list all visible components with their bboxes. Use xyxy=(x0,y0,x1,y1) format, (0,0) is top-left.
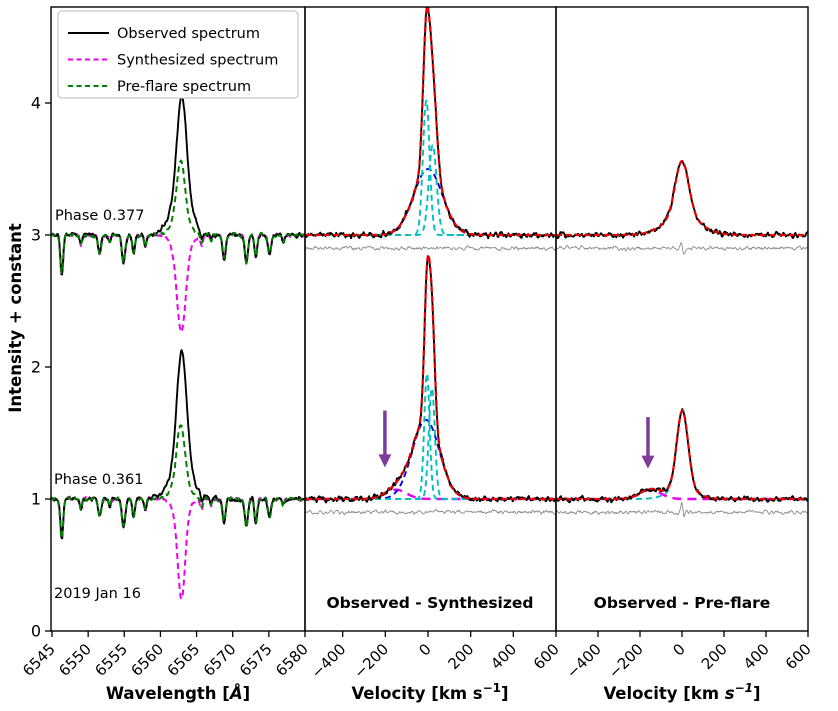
phase-bottom-label: Phase 0.361 xyxy=(54,472,143,488)
arrows-layer xyxy=(378,410,655,469)
curve-narrow-component-bottom xyxy=(556,409,808,500)
velocity-preflare-panel-frame xyxy=(555,6,809,632)
x-label-unit: Å xyxy=(228,684,243,703)
legend-box xyxy=(57,10,299,99)
curve-observed-bottom xyxy=(556,408,808,504)
x-tick-label: −400 xyxy=(563,640,605,682)
flare-feature-arrow-icon xyxy=(378,410,392,468)
x-tick-label: 400 xyxy=(487,640,520,673)
x-label-close: ] xyxy=(753,684,761,703)
velocity-preflare-panel-curves xyxy=(556,159,808,517)
curve-preflare-bottom xyxy=(51,424,305,540)
curve-observed-top xyxy=(556,159,808,240)
x-tick-label: 6545 xyxy=(19,640,59,680)
x-tick-label: 6575 xyxy=(236,640,276,680)
x-tick-label: 400 xyxy=(740,640,773,673)
x-tick-label: 6565 xyxy=(164,640,204,680)
x-tick-label: −200 xyxy=(605,640,647,682)
curve-residual-bottom xyxy=(305,508,556,516)
x-tick-label: 0 xyxy=(415,640,434,659)
panel-frames xyxy=(50,6,809,632)
x-tick-label: 6555 xyxy=(91,640,131,680)
panel-title-observed-preflare: Observed - Pre-flare xyxy=(594,594,771,612)
x-label-close: ] xyxy=(243,684,251,703)
x-label-s: s xyxy=(725,684,735,703)
date-label: 2019 Jan 16 xyxy=(54,586,141,602)
x-label-text: Velocity [km xyxy=(603,684,724,703)
legend-label-preflare: Pre-flare spectrum xyxy=(117,79,251,95)
curves-layer xyxy=(51,7,808,600)
x-tick-label: 6550 xyxy=(55,640,95,680)
x-tick-label: 600 xyxy=(782,640,815,673)
curve-synthesized-bottom xyxy=(51,495,305,600)
x-axis-label-wavelength: Wavelength [Å] xyxy=(106,684,250,703)
curve-fit-bottom xyxy=(556,409,808,501)
phase-top-label: Phase 0.377 xyxy=(55,208,144,224)
y-tick-label: 0 xyxy=(31,622,41,641)
legend-label-observed: Observed spectrum xyxy=(117,26,260,42)
y-tick-label: 4 xyxy=(31,94,41,113)
curve-baseline-bottom xyxy=(556,488,808,501)
y-tick-label: 2 xyxy=(31,358,41,377)
arrow-head xyxy=(378,454,392,468)
curve-narrow-component2-bottom xyxy=(305,387,556,500)
x-label-superscript: −1 xyxy=(483,681,501,695)
x-tick-label: 200 xyxy=(698,640,731,673)
curve-observed-top xyxy=(51,95,305,276)
x-tick-label: 600 xyxy=(530,640,563,673)
y-axis-label: Intensity + constant xyxy=(6,223,25,413)
x-axis-label-velocity-mid: Velocity [km s−1] xyxy=(351,681,508,703)
velocity-synthesized-panel-curves xyxy=(305,7,556,516)
x-tick-label: 6580 xyxy=(272,640,312,680)
x-tick-label: −400 xyxy=(308,640,350,682)
x-label-close: ] xyxy=(501,684,509,703)
wavelength-panel-curves xyxy=(51,95,305,600)
curve-residual-bottom xyxy=(556,501,808,517)
curve-preflare-top xyxy=(51,159,305,275)
y-tick-label: 3 xyxy=(31,226,41,245)
x-tick-label: 6560 xyxy=(128,640,168,680)
curve-fit-top xyxy=(305,7,556,237)
x-tick-label: −200 xyxy=(350,640,392,682)
curve-synthesized-top xyxy=(51,232,305,333)
curve-fit-top xyxy=(556,160,808,237)
x-tick-label: 0 xyxy=(669,640,688,659)
x-axis-label-velocity-right: Velocity [km s−1] xyxy=(603,681,760,703)
flare-feature-arrow-icon xyxy=(641,417,655,469)
arrow-head xyxy=(641,455,655,469)
x-tick-label: 200 xyxy=(445,640,478,673)
curve-residual-top xyxy=(556,242,808,255)
curve-residual-top xyxy=(305,245,556,252)
x-label-text: Velocity [km s xyxy=(351,684,482,703)
velocity-synthesized-panel-frame xyxy=(304,6,557,632)
legend: Observed spectrum Synthesized spectrum P… xyxy=(57,10,299,99)
legend-label-synthesized: Synthesized spectrum xyxy=(117,53,278,69)
x-tick-label: 6570 xyxy=(200,640,240,680)
y-tick-label: 1 xyxy=(31,490,41,509)
panel-title-observed-synthesized: Observed - Synthesized xyxy=(326,594,533,612)
curve-fit-bottom xyxy=(305,253,556,501)
x-label-text: Wavelength [ xyxy=(106,684,230,703)
x-label-superscript: −1 xyxy=(735,681,753,695)
